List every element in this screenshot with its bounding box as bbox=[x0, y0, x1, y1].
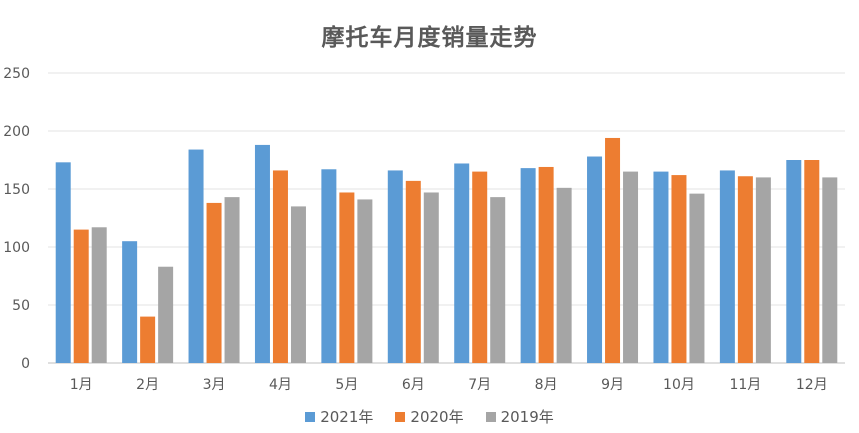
legend-item: 2019年 bbox=[485, 406, 554, 427]
legend-label: 2021年 bbox=[320, 408, 374, 426]
bar bbox=[786, 160, 802, 363]
bar bbox=[73, 229, 89, 363]
x-tick-label: 3月 bbox=[203, 377, 226, 393]
bar bbox=[605, 137, 621, 363]
bar bbox=[339, 192, 355, 363]
bar bbox=[490, 197, 506, 363]
bar bbox=[140, 316, 156, 363]
bar bbox=[158, 266, 174, 363]
bar bbox=[423, 192, 439, 363]
bar bbox=[454, 163, 470, 363]
x-tick-label: 8月 bbox=[535, 377, 558, 393]
y-tick-label: 150 bbox=[3, 182, 30, 198]
x-tick-label: 5月 bbox=[335, 377, 358, 393]
x-tick-label: 4月 bbox=[269, 377, 292, 393]
x-tick-label: 12月 bbox=[796, 377, 828, 393]
x-tick-label: 9月 bbox=[601, 377, 624, 393]
bar bbox=[822, 177, 838, 363]
x-tick-label: 1月 bbox=[70, 377, 93, 393]
bar bbox=[623, 171, 639, 363]
bar bbox=[405, 180, 421, 363]
bar bbox=[272, 170, 288, 363]
bar bbox=[254, 144, 270, 363]
bar bbox=[520, 168, 536, 363]
y-tick-label: 250 bbox=[3, 66, 30, 82]
bar bbox=[206, 202, 222, 363]
bar bbox=[689, 193, 705, 363]
bar bbox=[55, 162, 71, 363]
legend-swatch bbox=[485, 411, 496, 422]
bar bbox=[653, 171, 669, 363]
x-tick-label: 2月 bbox=[136, 377, 159, 393]
y-tick-label: 100 bbox=[3, 240, 30, 256]
bar bbox=[755, 177, 771, 363]
bar bbox=[387, 170, 403, 363]
chart-legend: 2021年 2020年 2019年 bbox=[0, 406, 859, 427]
legend-label: 2020年 bbox=[410, 408, 464, 426]
chart-title: 摩托车月度销量走势 bbox=[321, 25, 538, 51]
bar bbox=[587, 156, 603, 363]
bar bbox=[188, 149, 204, 363]
x-tick-label: 11月 bbox=[729, 377, 761, 393]
y-tick-label: 0 bbox=[21, 356, 30, 372]
legend-item: 2021年 bbox=[305, 406, 373, 427]
legend-swatch bbox=[395, 411, 406, 422]
legend-swatch bbox=[305, 411, 316, 422]
legend-item: 2020年 bbox=[395, 406, 464, 427]
bar bbox=[122, 241, 138, 363]
bar bbox=[671, 175, 687, 363]
y-tick-label: 200 bbox=[3, 124, 30, 140]
bar bbox=[321, 169, 337, 363]
bar bbox=[472, 171, 488, 363]
x-tick-label: 6月 bbox=[402, 377, 425, 393]
x-tick-label: 10月 bbox=[663, 377, 695, 393]
bar bbox=[719, 170, 735, 363]
x-tick-label: 7月 bbox=[468, 377, 491, 393]
bar bbox=[91, 227, 107, 363]
bar bbox=[556, 187, 572, 363]
bar bbox=[737, 176, 753, 363]
bar bbox=[538, 166, 554, 363]
y-tick-label: 50 bbox=[12, 298, 30, 314]
bar bbox=[357, 199, 373, 363]
bar bbox=[224, 197, 240, 363]
bar bbox=[804, 160, 820, 363]
legend-label: 2019年 bbox=[500, 408, 554, 426]
bar bbox=[290, 206, 306, 363]
